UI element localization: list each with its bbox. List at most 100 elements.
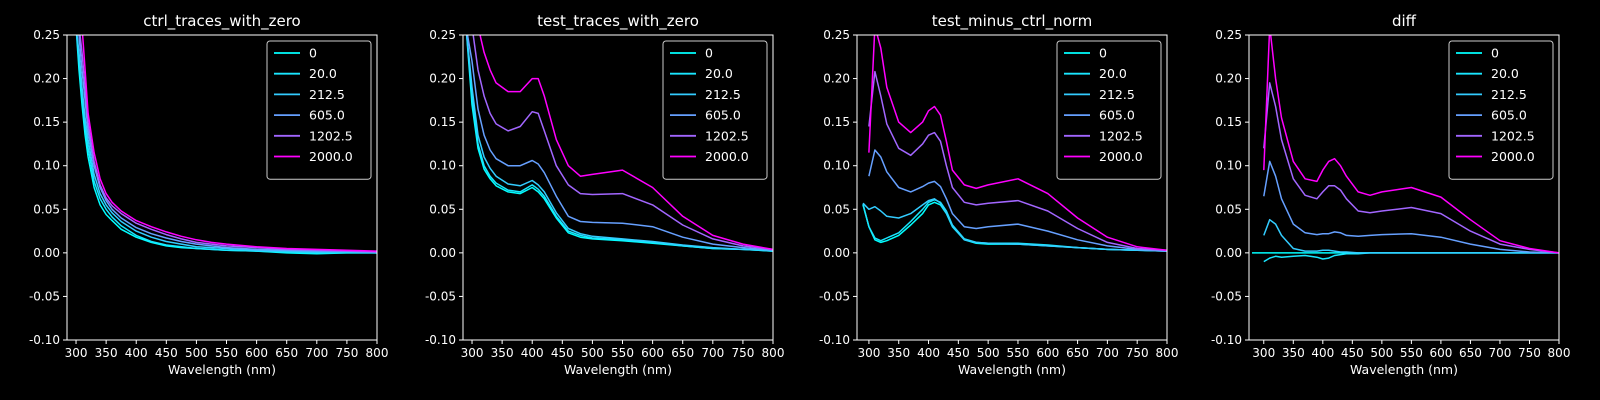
y-tick-label: 0.25 xyxy=(33,28,60,42)
y-tick-label: 0.25 xyxy=(823,28,850,42)
series-line xyxy=(78,35,377,253)
x-tick-label: 700 xyxy=(1488,346,1511,360)
series-line xyxy=(868,35,1167,251)
legend-label: 2000.0 xyxy=(1099,149,1143,164)
y-tick-label: 0.05 xyxy=(429,202,456,216)
x-tick-label: 500 xyxy=(185,346,208,360)
y-tick-label: 0.15 xyxy=(823,115,850,129)
x-tick-label: 550 xyxy=(215,346,238,360)
y-tick-label: 0.20 xyxy=(1215,72,1242,86)
x-tick-label: 650 xyxy=(1459,346,1482,360)
series-line xyxy=(862,198,1167,252)
x-tick-label: 350 xyxy=(95,346,118,360)
x-tick-label: 450 xyxy=(551,346,574,360)
y-tick-label: 0.00 xyxy=(823,246,850,260)
series-line xyxy=(1263,82,1559,254)
legend-label: 605.0 xyxy=(1491,108,1527,123)
series-line xyxy=(1263,35,1559,254)
legend-label: 1202.5 xyxy=(309,128,353,143)
chart-title: diff xyxy=(1392,12,1417,30)
axes-frame xyxy=(856,34,1168,341)
y-tick-label: 0.20 xyxy=(823,72,850,86)
y-tick-label: -0.10 xyxy=(1211,333,1242,347)
legend-label: 0 xyxy=(705,46,713,61)
series-line xyxy=(75,35,377,254)
series-lines xyxy=(75,35,377,255)
chart-panel: test_minus_ctrl_norm 300 350 400 450 500 550 60… xyxy=(819,12,1179,377)
x-tick-label: 300 xyxy=(1252,346,1275,360)
y-tick-label: -0.05 xyxy=(1211,289,1242,303)
series-line xyxy=(466,35,773,251)
series-line xyxy=(466,35,773,251)
chart-panels: ctrl_traces_with_zero 300 350 400 450 500 550 6… xyxy=(29,12,1571,377)
x-tick-label: 800 xyxy=(366,346,389,360)
y-tick-label: 0.05 xyxy=(1215,202,1242,216)
legend-label: 20.0 xyxy=(705,66,733,81)
x-tick-label: 750 xyxy=(731,346,754,360)
x-tick-label: 700 xyxy=(305,346,328,360)
legend-label: 2000.0 xyxy=(309,149,353,164)
legend-label: 20.0 xyxy=(1491,66,1519,81)
legend-label: 2000.0 xyxy=(705,149,749,164)
legend-label: 0 xyxy=(1099,46,1107,61)
series-line xyxy=(465,35,773,252)
y-tick-label: 0.15 xyxy=(33,115,60,129)
legend-box xyxy=(1448,40,1554,180)
x-axis-label: Wavelength (nm) xyxy=(168,362,276,377)
x-tick-label: 300 xyxy=(857,346,880,360)
x-tick-label: 600 xyxy=(1429,346,1452,360)
x-tick-label: 400 xyxy=(917,346,940,360)
x-tick-label: 550 xyxy=(611,346,634,360)
x-tick-label: 650 xyxy=(671,346,694,360)
chart-title: ctrl_traces_with_zero xyxy=(143,12,300,31)
chart-panel: test_traces_with_zero 300 350 400 450 500 550 6… xyxy=(425,12,785,377)
y-tick-label: 0.20 xyxy=(429,72,456,86)
series-line xyxy=(81,35,377,252)
legend-label: 20.0 xyxy=(309,66,337,81)
x-tick-label: 350 xyxy=(491,346,514,360)
x-tick-label: 750 xyxy=(1518,346,1541,360)
x-tick-label: 650 xyxy=(275,346,298,360)
y-tick-label: 0.00 xyxy=(429,246,456,260)
x-tick-label: 400 xyxy=(125,346,148,360)
x-tick-label: 350 xyxy=(1282,346,1305,360)
chart-title: test_minus_ctrl_norm xyxy=(932,12,1093,31)
x-tick-label: 400 xyxy=(1311,346,1334,360)
legend-box xyxy=(1056,40,1162,180)
y-tick-label: 0.15 xyxy=(1215,115,1242,129)
series-line xyxy=(868,70,1167,251)
legend-label: 212.5 xyxy=(309,87,345,102)
legend-label: 0 xyxy=(309,46,317,61)
series-line xyxy=(479,35,773,251)
x-tick-label: 750 xyxy=(335,346,358,360)
x-axis-label: Wavelength (nm) xyxy=(564,362,672,377)
y-tick-label: 0.10 xyxy=(1215,159,1242,173)
x-tick-label: 800 xyxy=(1156,346,1179,360)
chart-panel: ctrl_traces_with_zero 300 350 400 450 500 550 6… xyxy=(29,12,389,377)
series-line xyxy=(79,35,377,253)
x-tick-label: 500 xyxy=(1370,346,1393,360)
legend-box xyxy=(662,40,768,180)
x-tick-label: 450 xyxy=(947,346,970,360)
x-tick-label: 700 xyxy=(701,346,724,360)
legend-label: 212.5 xyxy=(1491,87,1527,102)
series-lines xyxy=(1252,35,1559,263)
x-axis-label: Wavelength (nm) xyxy=(1350,362,1458,377)
legend-label: 605.0 xyxy=(1099,108,1135,123)
x-tick-label: 400 xyxy=(521,346,544,360)
x-tick-label: 600 xyxy=(1036,346,1059,360)
legend-label: 605.0 xyxy=(309,108,345,123)
axes-frame xyxy=(462,34,774,341)
series-line xyxy=(472,35,773,251)
y-tick-label: 0.25 xyxy=(429,28,456,42)
y-tick-label: 0.05 xyxy=(33,202,60,216)
y-tick-label: 0.10 xyxy=(429,159,456,173)
x-tick-label: 450 xyxy=(1341,346,1364,360)
x-tick-label: 800 xyxy=(1548,346,1571,360)
series-line xyxy=(76,35,377,254)
x-tick-label: 600 xyxy=(245,346,268,360)
legend-label: 0 xyxy=(1491,46,1499,61)
axes-frame xyxy=(1248,34,1560,341)
series-line xyxy=(1263,218,1559,254)
